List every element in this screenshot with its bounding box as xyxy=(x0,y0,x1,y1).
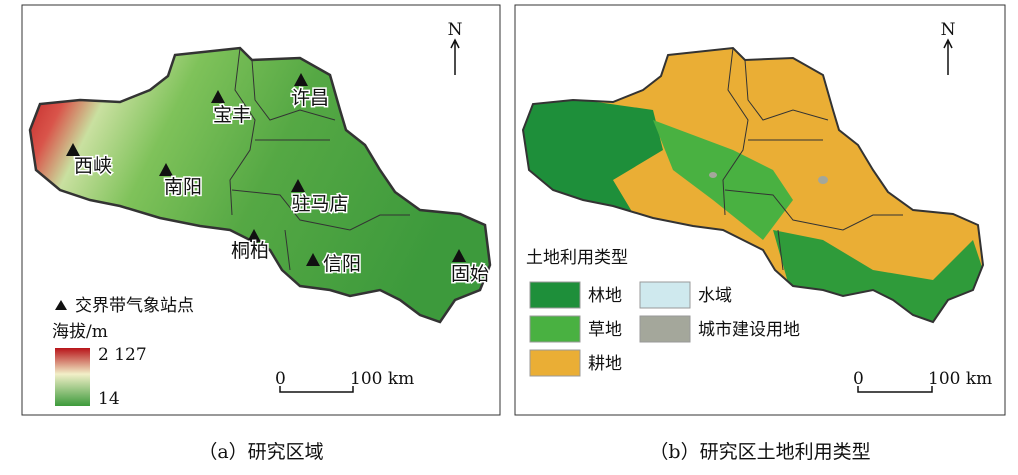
north-label: N xyxy=(941,20,956,40)
scale-start: 0 xyxy=(853,369,864,389)
legend-min: 14 xyxy=(98,389,120,409)
station-label: 桐柏 xyxy=(231,240,269,262)
legend-swatch xyxy=(529,281,581,309)
scale-end: 100 km xyxy=(928,369,992,389)
legend-label: 城市建设用地 xyxy=(698,320,800,340)
boundaries xyxy=(229,47,410,271)
scale-start: 0 xyxy=(275,369,286,389)
station-label: 西峡 xyxy=(74,155,112,177)
legend-label: 林地 xyxy=(588,286,622,306)
elevation-ramp xyxy=(55,348,90,406)
north-arrow xyxy=(450,38,460,75)
legend-swatch xyxy=(639,281,691,309)
north-arrow xyxy=(943,38,953,75)
station-marker xyxy=(66,143,80,156)
station-label: 信阳 xyxy=(323,253,361,275)
legend-swatch xyxy=(529,315,581,343)
station-marker xyxy=(306,253,320,266)
legend-title: 土地利用类型 xyxy=(526,248,628,268)
legend-label: 水域 xyxy=(698,286,732,306)
station-marker xyxy=(291,179,305,192)
north-label: N xyxy=(448,20,463,40)
station-label: 驻马店 xyxy=(291,193,348,215)
station-label: 固始 xyxy=(451,263,489,285)
station-marker xyxy=(294,73,308,86)
legend-max: 2 127 xyxy=(98,345,147,365)
station-marker xyxy=(159,163,173,176)
legend-swatch xyxy=(529,349,581,377)
scale-bar xyxy=(279,386,354,393)
station-marker xyxy=(211,90,225,103)
scale-end: 100 km xyxy=(350,369,414,389)
legend-title: 海拔/m xyxy=(52,322,108,342)
caption: （b）研究区土地利用类型 xyxy=(649,441,870,463)
legend-label: 交界带气象站点 xyxy=(75,296,194,316)
legend-swatch xyxy=(639,315,691,343)
scale-bar xyxy=(857,386,933,393)
station-label: 许昌 xyxy=(291,87,329,109)
station-marker xyxy=(452,249,466,262)
station-marker xyxy=(247,229,261,242)
legend-label: 草地 xyxy=(588,320,622,340)
caption: （a）研究区域 xyxy=(198,441,323,463)
legend-label: 耕地 xyxy=(588,354,622,374)
legend-symbol xyxy=(55,300,67,310)
station-label: 南阳 xyxy=(164,176,202,198)
station-label: 宝丰 xyxy=(213,104,251,126)
